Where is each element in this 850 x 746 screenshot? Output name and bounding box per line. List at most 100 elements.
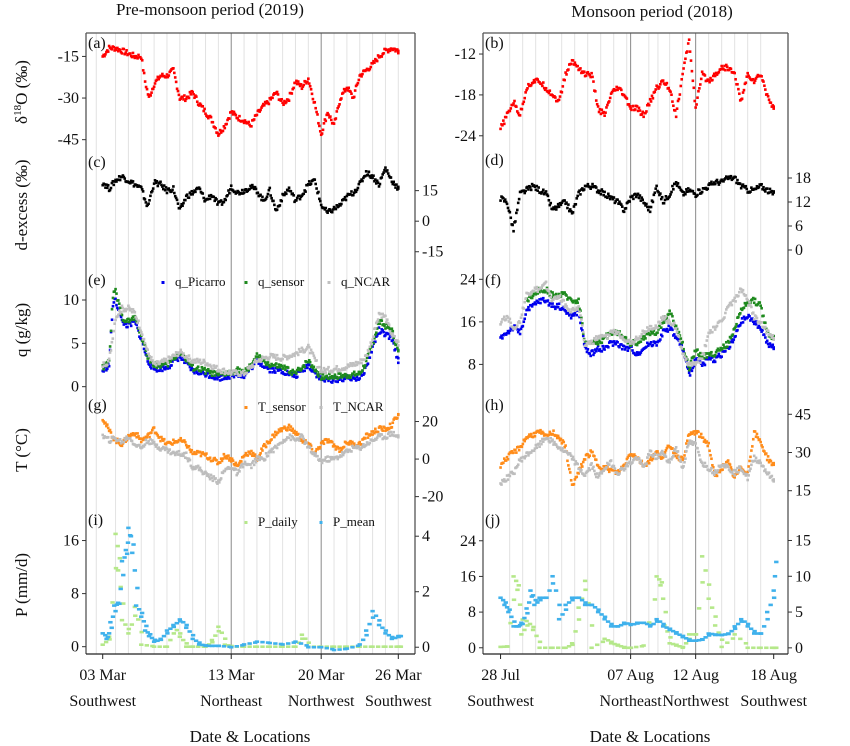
data-point (571, 312, 575, 316)
data-point (193, 361, 196, 364)
data-point (645, 345, 648, 349)
data-point (217, 479, 220, 482)
data-point (661, 452, 665, 456)
data-point (738, 637, 743, 641)
y-tick-label: 12 (795, 194, 811, 211)
data-point (659, 333, 663, 337)
data-point (327, 209, 330, 212)
data-point (657, 456, 660, 460)
data-point (499, 199, 502, 202)
data-point (161, 360, 165, 364)
data-point (265, 366, 269, 369)
data-point (158, 76, 161, 79)
data-point (690, 639, 695, 642)
data-point (614, 200, 618, 203)
data-point (741, 91, 745, 94)
data-point (534, 188, 538, 192)
data-point (663, 451, 667, 454)
data-point (379, 331, 383, 334)
data-point (396, 348, 400, 352)
data-point (296, 196, 299, 200)
data-point (581, 332, 585, 335)
data-point (203, 644, 208, 648)
data-point (260, 358, 263, 362)
data-point (738, 182, 742, 186)
data-point (398, 645, 404, 648)
y-tick-label: 18 (795, 170, 811, 187)
data-point (609, 329, 613, 333)
panel-label: (a) (88, 35, 106, 52)
data-point (383, 645, 388, 648)
data-point (133, 614, 138, 618)
data-point (207, 369, 211, 373)
data-point (664, 626, 669, 629)
data-point (653, 90, 657, 94)
data-point (323, 118, 327, 121)
data-point (678, 93, 682, 96)
data-point (341, 368, 345, 372)
data-point (498, 645, 503, 649)
data-point (337, 447, 340, 450)
data-point (631, 622, 637, 626)
data-point (193, 371, 196, 375)
data-point (740, 317, 744, 320)
data-point (741, 288, 745, 292)
data-point (500, 320, 503, 324)
data-point (140, 59, 144, 62)
data-point (338, 450, 341, 453)
data-point (673, 182, 677, 186)
data-point (685, 445, 689, 449)
data-point (143, 350, 147, 354)
data-point (609, 92, 613, 95)
data-point (713, 353, 717, 357)
data-point (688, 366, 692, 370)
data-point (527, 435, 530, 438)
data-point (217, 481, 221, 484)
data-point (182, 358, 185, 362)
data-point (250, 186, 253, 190)
data-point (251, 459, 255, 463)
data-point (698, 453, 701, 457)
data-point (504, 605, 510, 609)
data-point (743, 642, 749, 645)
data-point (100, 643, 105, 646)
data-point (375, 59, 379, 63)
data-point (504, 479, 508, 483)
data-point (329, 208, 332, 212)
data-point (682, 457, 685, 460)
data-point (588, 352, 592, 356)
data-point (104, 52, 107, 56)
data-point (251, 454, 254, 458)
data-point (736, 178, 739, 182)
data-point (122, 323, 126, 326)
data-point (594, 186, 598, 189)
data-point (558, 438, 562, 442)
data-point (114, 318, 117, 322)
data-point (160, 435, 163, 439)
data-point (386, 172, 390, 175)
data-point (524, 619, 529, 623)
data-point (255, 113, 259, 117)
data-point (394, 347, 397, 351)
data-point (764, 190, 767, 193)
data-point (527, 305, 530, 309)
data-point (306, 366, 309, 370)
data-point (363, 645, 368, 648)
data-point (685, 442, 688, 445)
data-point (542, 192, 546, 196)
data-point (660, 321, 664, 325)
data-point (615, 644, 620, 647)
data-point (363, 372, 366, 375)
data-point (184, 623, 189, 627)
left-xlabel: Date & Locations (190, 727, 311, 746)
data-point (329, 369, 333, 373)
data-point (526, 185, 529, 189)
data-point (580, 462, 583, 466)
data-point (108, 620, 113, 624)
data-point (115, 544, 120, 548)
data-point (618, 644, 624, 648)
data-point (569, 316, 573, 320)
data-point (712, 471, 715, 474)
data-point (673, 454, 677, 458)
data-point (285, 192, 288, 196)
